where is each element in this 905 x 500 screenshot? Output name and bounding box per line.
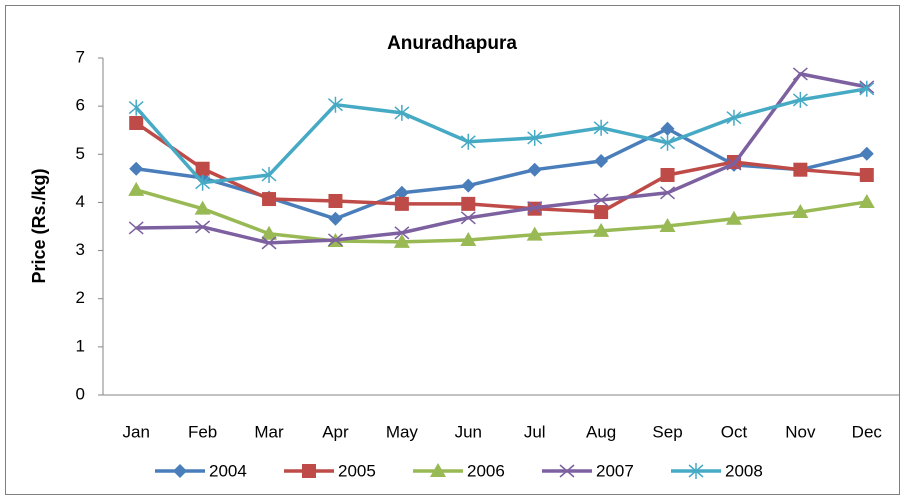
marker [262,192,277,207]
x-tick-label: Sep [652,422,682,441]
chart-frame [5,5,900,495]
marker [725,210,742,225]
marker [593,222,610,237]
legend-label: 2008 [725,461,763,480]
series-line [135,188,868,244]
marker [461,178,476,193]
x-tick-label: Dec [852,422,883,441]
marker [527,201,543,215]
marker [327,96,343,113]
marker [792,67,808,81]
marker [195,161,210,176]
marker [194,200,211,215]
legend-label: 2005 [338,461,376,480]
marker [793,162,808,177]
marker [859,146,874,161]
y-tick-label: 6 [76,96,85,115]
chart-title: Anuradhapura [387,33,517,54]
marker [460,211,476,225]
x-tick-label: Mar [254,422,284,441]
marker [394,196,409,211]
marker [128,99,144,116]
marker [128,221,144,235]
marker [660,167,675,182]
y-tick-label: 3 [76,240,85,259]
series-line [134,87,868,185]
marker [559,464,575,478]
marker [593,119,609,136]
x-tick-label: Jan [122,422,149,441]
marker [461,196,476,211]
x-tick-label: Nov [785,422,816,441]
y-tick-label: 2 [76,288,85,307]
marker [328,211,343,226]
y-axis-label: Price (Rs./kg) [29,168,49,283]
marker [195,174,211,191]
marker [394,104,410,121]
marker [128,181,145,196]
x-tick-label: May [386,422,419,441]
marker [859,80,875,97]
marker [858,193,875,208]
y-tick-label: 4 [76,192,85,211]
marker [593,193,609,207]
marker [660,121,675,136]
marker [594,205,609,220]
marker [726,157,742,171]
marker [394,185,409,200]
marker [792,204,809,219]
marker [660,134,676,151]
marker [261,225,278,240]
marker [460,231,477,246]
y-tick-label: 5 [76,144,85,163]
marker [173,464,187,478]
x-tick-label: Feb [188,422,217,441]
marker [526,226,543,241]
x-tick-label: Jul [524,422,546,441]
y-tick-label: 0 [76,384,85,403]
x-tick-label: Oct [721,422,748,441]
marker [859,167,874,182]
legend-label: 2006 [467,461,505,480]
marker [659,218,676,233]
marker [688,463,704,479]
marker [726,109,742,126]
marker [195,220,211,234]
x-tick-label: Aug [586,422,616,441]
marker [327,233,343,247]
marker [594,154,609,169]
marker [792,91,808,108]
marker [261,236,277,250]
legend-label: 2004 [209,461,247,480]
marker [129,115,144,130]
marker [129,161,144,176]
marker [394,226,410,240]
marker [527,129,543,146]
x-tick-label: Jun [455,422,482,441]
marker [302,464,316,478]
x-tick-label: Apr [322,422,349,441]
marker [393,233,410,248]
legend-label: 2007 [596,461,634,480]
series-line [136,72,868,245]
marker [430,463,446,477]
marker [261,166,277,183]
y-tick-label: 7 [76,47,85,66]
series-line [135,121,867,214]
marker [527,162,542,177]
marker [460,133,476,150]
y-tick-label: 1 [76,336,85,355]
marker [660,186,676,200]
marker [328,193,343,208]
